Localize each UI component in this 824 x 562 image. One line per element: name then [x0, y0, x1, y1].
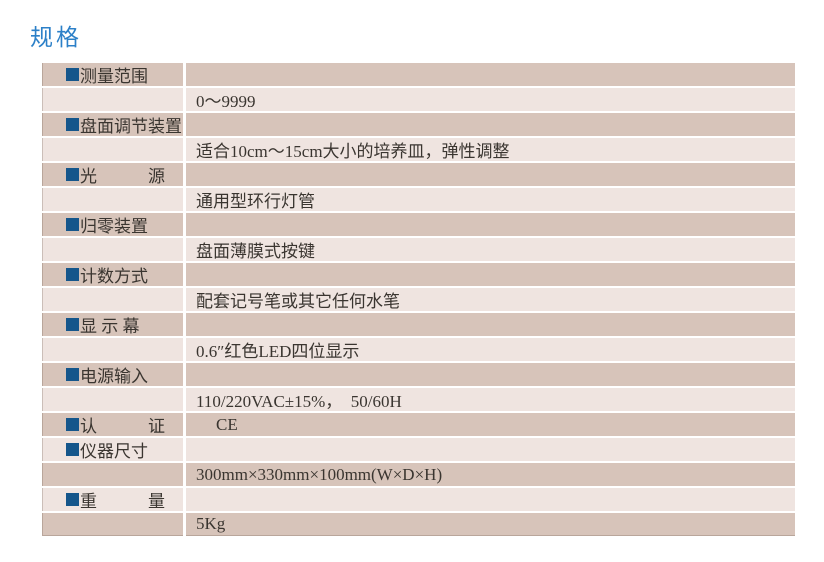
spec-label-cell: 显 示 幕 [42, 313, 183, 336]
spec-value-cell: 0.6″红色LED四位显示 [186, 338, 795, 361]
spec-label-cell [42, 138, 183, 161]
spec-value-cell [186, 163, 795, 186]
spec-label-cell: 电源输入 [42, 363, 183, 386]
spec-label-cell [42, 463, 183, 486]
bullet-square-icon [66, 268, 79, 281]
spec-row-light-source-value: 通用型环行灯管 [42, 188, 795, 211]
spec-label-cell: 认 证 [42, 413, 183, 436]
spec-value-cell [186, 213, 795, 236]
bullet-square-icon [66, 218, 79, 231]
spec-label-cell: 盘面调节装置 [42, 113, 183, 136]
spec-value-cell: 盘面薄膜式按键 [186, 238, 795, 261]
spec-value-cell: 5Kg [186, 513, 795, 536]
spec-label-cell [42, 288, 183, 311]
spec-table: 测量范围 0～9999 盘面调节装置 适合10cm～15cm大小的培养皿，弹性调… [42, 63, 795, 538]
bullet-square-icon [66, 118, 79, 131]
spec-label: 测量范围 [80, 67, 148, 86]
spec-label: 认 证 [80, 417, 165, 436]
spec-label-cell [42, 513, 183, 536]
spec-row-weight: 重 量 [42, 488, 795, 511]
spec-value-cell: 通用型环行灯管 [186, 188, 795, 211]
spec-row-plate-adjust-value: 适合10cm～15cm大小的培养皿，弹性调整 [42, 138, 795, 161]
spec-value-cell: 适合10cm～15cm大小的培养皿，弹性调整 [186, 138, 795, 161]
spec-value-cell: 0～9999 [186, 88, 795, 111]
spec-label-cell [42, 338, 183, 361]
spec-row-plate-adjust: 盘面调节装置 [42, 113, 795, 136]
spec-value-cell [186, 488, 795, 511]
spec-label: 重 量 [80, 492, 165, 511]
spec-row-power-input: 电源输入 [42, 363, 795, 386]
spec-row-display-value: 0.6″红色LED四位显示 [42, 338, 795, 361]
spec-label: 计数方式 [80, 267, 148, 286]
spec-label-cell [42, 238, 183, 261]
spec-label-cell: 光 源 [42, 163, 183, 186]
spec-value-cell [186, 113, 795, 136]
spec-row-count-method-value: 配套记号笔或其它任何水笔 [42, 288, 795, 311]
bullet-square-icon [66, 443, 79, 456]
bullet-square-icon [66, 318, 79, 331]
spec-row-zero-reset: 归零装置 [42, 213, 795, 236]
bullet-square-icon [66, 168, 79, 181]
bullet-square-icon [66, 368, 79, 381]
spec-value-cell: 300mm×330mm×100mm(W×D×H) [186, 463, 795, 486]
spec-label-cell [42, 188, 183, 211]
spec-value-cell: CE [186, 413, 795, 436]
spec-value-cell [186, 63, 795, 86]
spec-row-display: 显 示 幕 [42, 313, 795, 336]
spec-label-cell: 重 量 [42, 488, 183, 511]
spec-value-cell [186, 313, 795, 336]
spec-value-cell: 110/220VAC±15%， 50/60H [186, 388, 795, 411]
spec-row-measure-range: 测量范围 [42, 63, 795, 86]
spec-value-cell [186, 438, 795, 461]
spec-label-cell: 计数方式 [42, 263, 183, 286]
spec-row-dimensions-value: 300mm×330mm×100mm(W×D×H) [42, 463, 795, 486]
spec-value-cell [186, 263, 795, 286]
bullet-square-icon [66, 68, 79, 81]
spec-row-zero-reset-value: 盘面薄膜式按键 [42, 238, 795, 261]
spec-row-power-input-value: 110/220VAC±15%， 50/60H [42, 388, 795, 411]
spec-label-cell: 测量范围 [42, 63, 183, 86]
spec-label-cell: 仪器尺寸 [42, 438, 183, 461]
spec-label: 仪器尺寸 [80, 442, 148, 461]
spec-row-measure-range-value: 0～9999 [42, 88, 795, 111]
spec-value-cell [186, 363, 795, 386]
spec-value-cell: 配套记号笔或其它任何水笔 [186, 288, 795, 311]
spec-label: 归零装置 [80, 217, 148, 236]
spec-row-dimensions: 仪器尺寸 [42, 438, 795, 461]
spec-row-light-source: 光 源 [42, 163, 795, 186]
spec-label-cell: 归零装置 [42, 213, 183, 236]
spec-label: 电源输入 [80, 367, 148, 386]
spec-label: 显 示 幕 [80, 317, 140, 336]
spec-row-certification: 认 证 CE [42, 413, 795, 436]
page-title: 规格 [30, 25, 82, 50]
spec-row-weight-value: 5Kg [42, 513, 795, 536]
spec-row-count-method: 计数方式 [42, 263, 795, 286]
spec-label-cell [42, 88, 183, 111]
spec-label-cell [42, 388, 183, 411]
bullet-square-icon [66, 493, 79, 506]
bullet-square-icon [66, 418, 79, 431]
spec-label: 光 源 [80, 167, 165, 186]
spec-label: 盘面调节装置 [80, 117, 182, 136]
